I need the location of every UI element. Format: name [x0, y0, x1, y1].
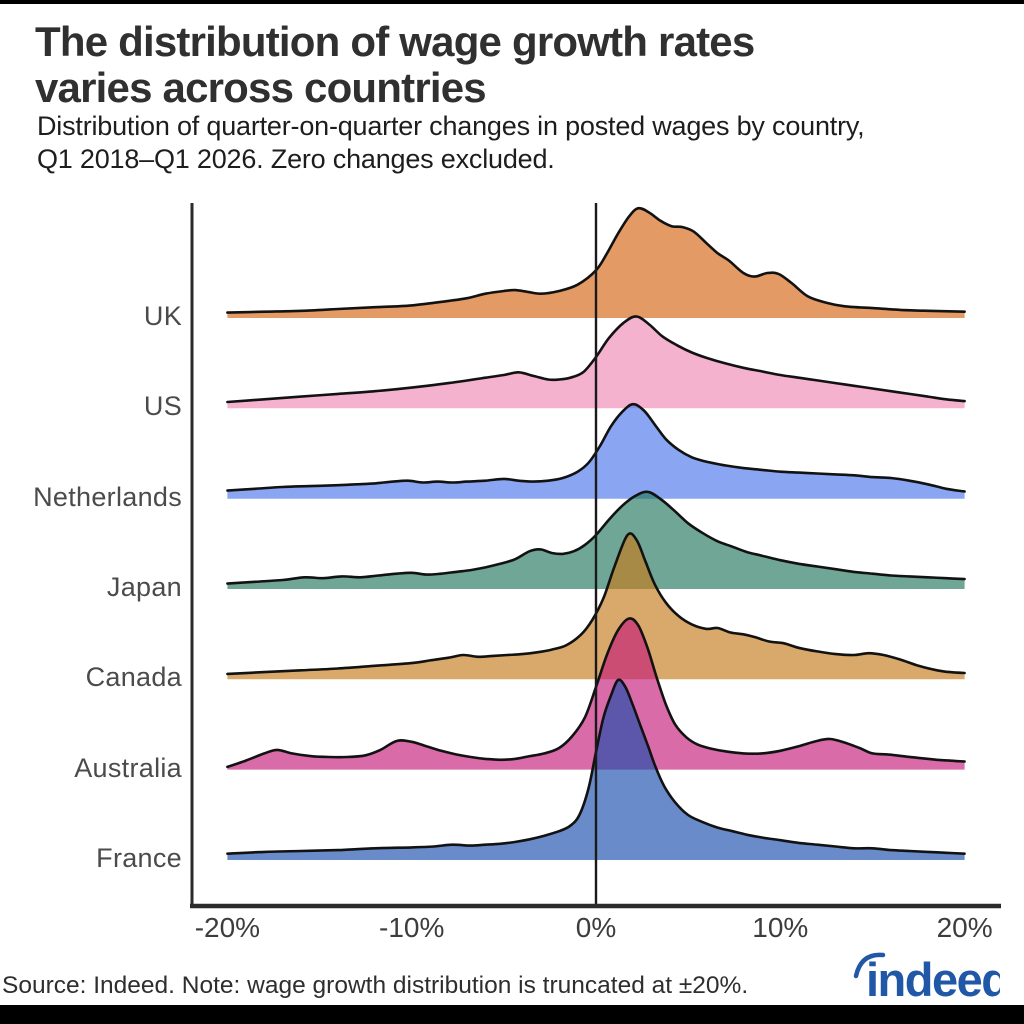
density-outline-australia	[226, 617, 966, 769]
x-tick-10%: 10%	[752, 912, 809, 943]
country-label-uk: UK	[143, 301, 182, 331]
density-area-uk	[227, 208, 965, 318]
indeed-logo-arc-icon	[853, 952, 886, 979]
x-tick-20%: 20%	[936, 912, 993, 943]
x-tick--10%: -10%	[379, 912, 445, 943]
chart-title-line2: varies across countries	[35, 64, 487, 111]
density-area-netherlands	[227, 404, 965, 499]
chart-title-line1: The distribution of wage growth rates	[35, 18, 755, 65]
x-tick-0%: 0%	[575, 912, 617, 943]
country-label-france: France	[96, 842, 182, 873]
top-black-bar	[0, 0, 1024, 4]
country-label-netherlands: Netherlands	[33, 481, 182, 512]
source-note: Source: Indeed. Note: wage growth distri…	[2, 972, 749, 999]
country-label-canada: Canada	[85, 662, 182, 693]
country-label-australia: Australia	[74, 752, 182, 783]
chart-subtitle-line2: Q1 2018–Q1 2026. Zero changes excluded.	[37, 144, 555, 174]
bottom-black-bar	[0, 1005, 1024, 1024]
indeed-logo: indeed	[853, 952, 1000, 1004]
country-label-japan: Japan	[106, 571, 182, 602]
country-label-us: US	[143, 391, 182, 422]
density-outline-uk	[226, 206, 966, 314]
x-tick--20%: -20%	[194, 912, 261, 943]
density-outline-netherlands	[226, 402, 966, 493]
chart-subtitle-line1: Distribution of quarter-on-quarter chang…	[37, 111, 865, 141]
density-outline-france	[226, 678, 966, 855]
density-outline-canada	[226, 532, 966, 676]
density-outline-us	[226, 315, 966, 404]
indeed-logo-text: indeed	[866, 953, 1000, 1004]
